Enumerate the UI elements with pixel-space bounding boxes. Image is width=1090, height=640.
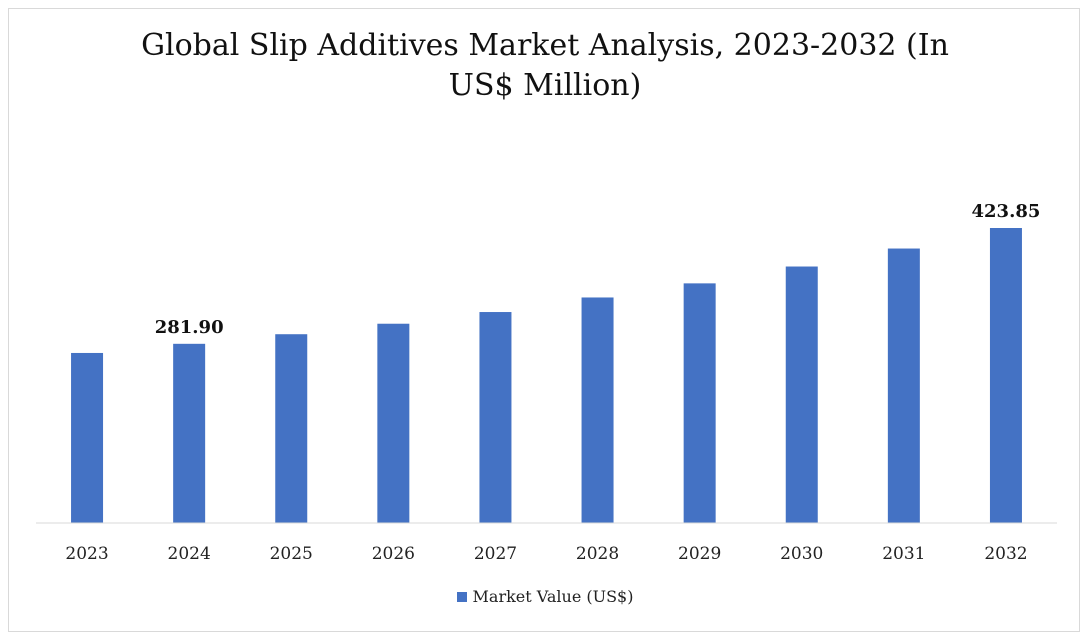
- bar-2030: [785, 266, 818, 523]
- data-labels: 281.90 423.85: [155, 201, 1041, 338]
- x-tick-label-2023: 2023: [65, 544, 108, 564]
- legend-label: Market Value (US$): [472, 587, 634, 606]
- x-tick-label-2026: 2026: [372, 544, 415, 564]
- x-tick-label-2030: 2030: [780, 544, 823, 564]
- bar-2025: [275, 334, 308, 523]
- bar-2023: [71, 352, 104, 523]
- chart-title-line-2: US$ Million): [448, 68, 642, 103]
- x-tick-label-2032: 2032: [984, 544, 1027, 564]
- bar-2032: [989, 228, 1022, 523]
- x-tick-label-2025: 2025: [270, 544, 313, 564]
- bar-2027: [479, 312, 512, 523]
- bar-2029: [683, 283, 716, 523]
- x-tick-label-2024: 2024: [168, 544, 211, 564]
- x-tick-label-2028: 2028: [576, 544, 619, 564]
- bar-2024: [173, 343, 206, 523]
- bar-2028: [581, 297, 614, 523]
- legend-swatch: [456, 591, 467, 602]
- bar-2026: [377, 323, 410, 523]
- bar-2031: [887, 248, 920, 523]
- data-label-2024: 281.90: [155, 317, 224, 338]
- chart-title: Global Slip Additives Market Analysis, 2…: [0, 26, 1090, 106]
- data-label-2032: 423.85: [972, 201, 1041, 222]
- x-tick-label-2031: 2031: [882, 544, 925, 564]
- x-tick-label-2027: 2027: [474, 544, 517, 564]
- x-tick-label-2029: 2029: [678, 544, 721, 564]
- bars-group: [71, 228, 1022, 523]
- chart-title-line-1: Global Slip Additives Market Analysis, 2…: [141, 28, 949, 63]
- x-tick-labels: 2023 2024 2025 2026 2027 2028 2029 2030 2031 2032: [65, 544, 1027, 564]
- legend: Market Value (US$): [0, 586, 1090, 606]
